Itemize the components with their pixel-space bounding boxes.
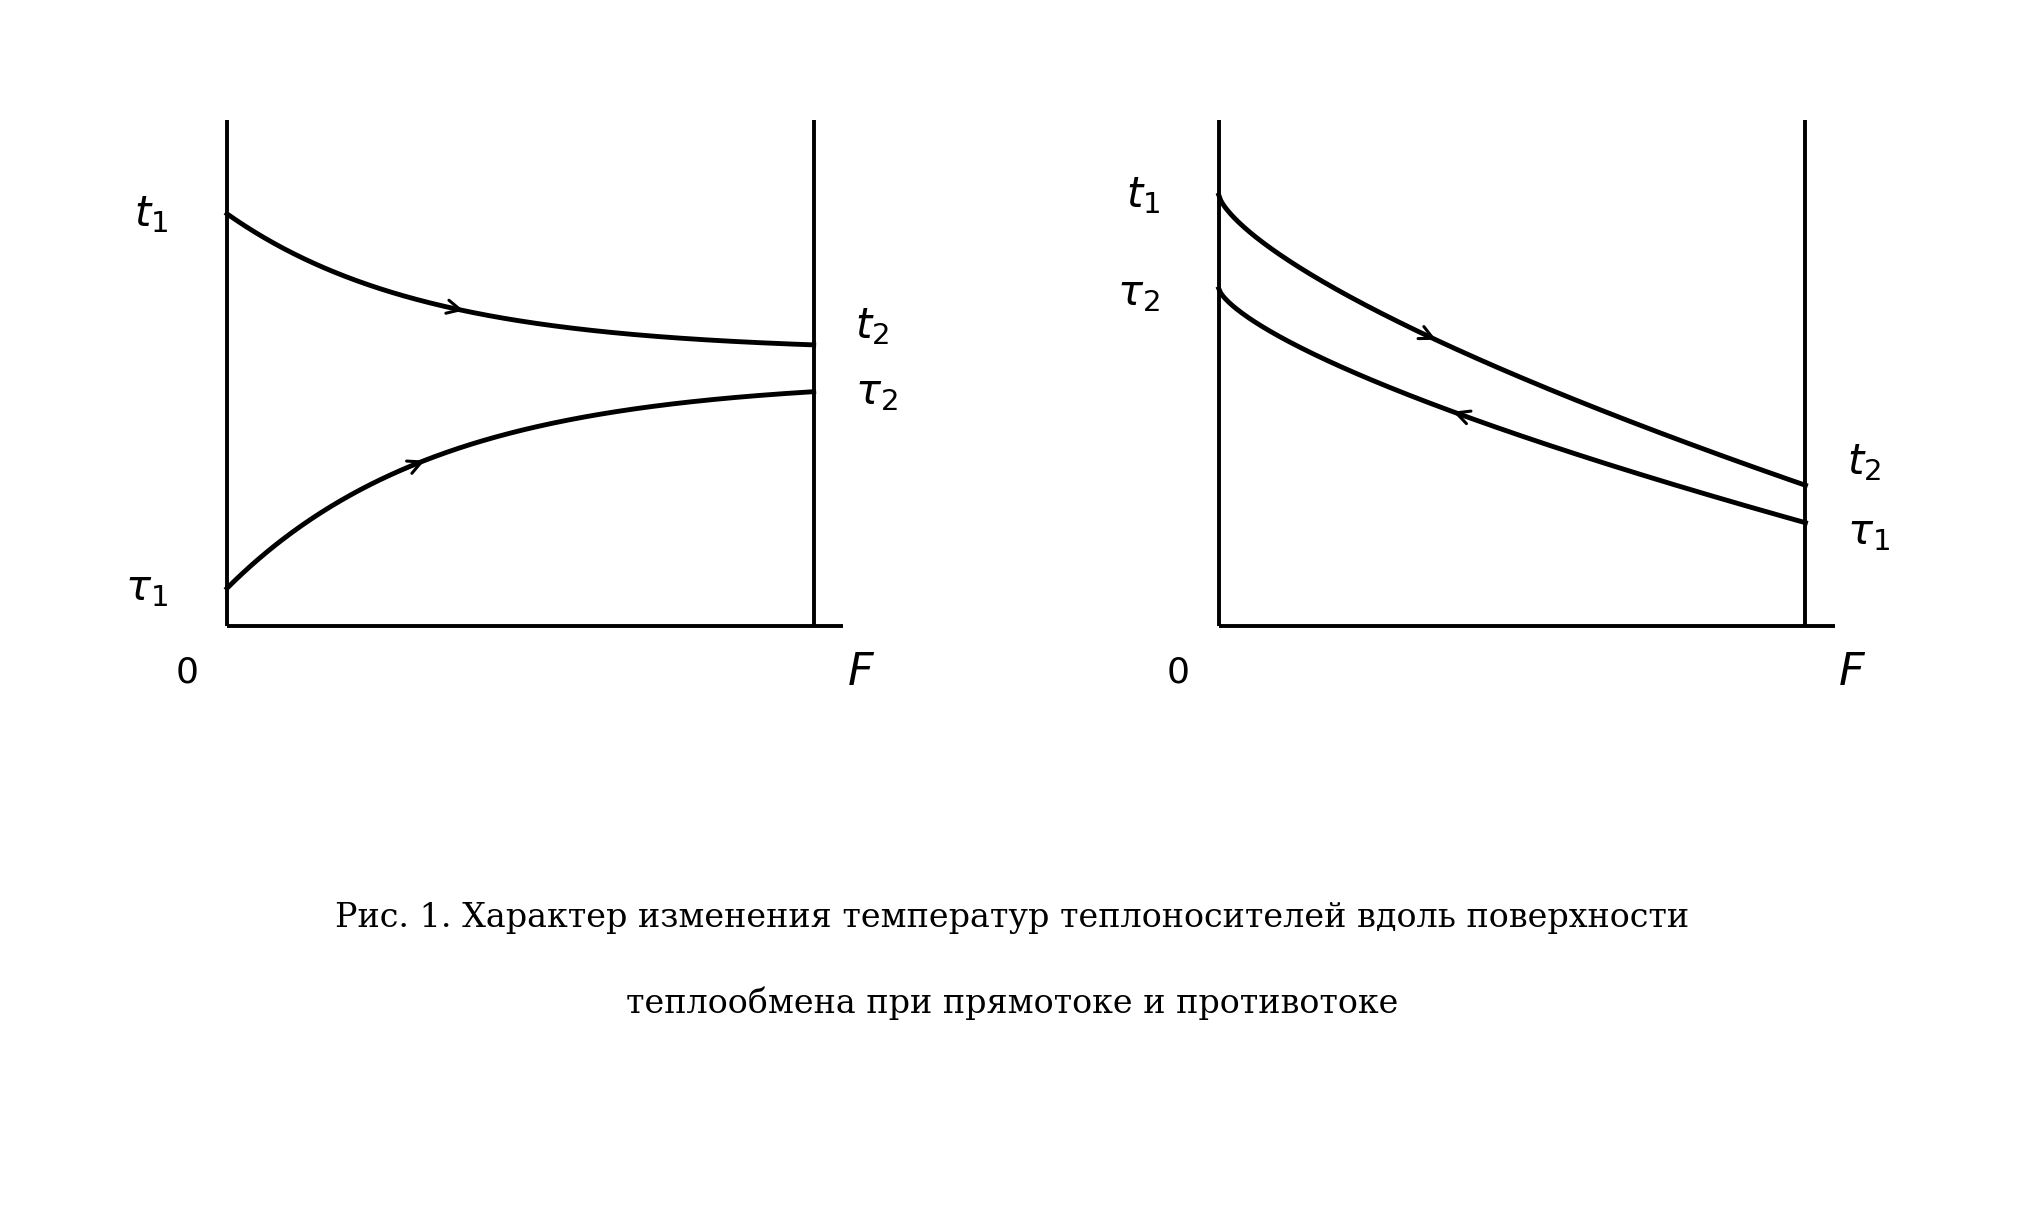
Text: $\tau_1$: $\tau_1$	[1845, 512, 1889, 553]
Text: $t_2$: $t_2$	[1845, 441, 1879, 483]
Text: $\tau_2$: $\tau_2$	[1117, 273, 1159, 315]
Text: $\tau_2$: $\tau_2$	[854, 371, 896, 412]
Text: $\tau_1$: $\tau_1$	[125, 567, 168, 610]
Text: $t_1$: $t_1$	[134, 193, 168, 235]
Text: $0$: $0$	[1165, 656, 1188, 689]
Text: $\mathit{F}$: $\mathit{F}$	[846, 651, 874, 694]
Text: $0$: $0$	[174, 656, 196, 689]
Text: теплообмена при прямотоке и противотоке: теплообмена при прямотоке и противотоке	[625, 987, 1398, 1021]
Text: $t_2$: $t_2$	[854, 305, 888, 348]
Text: $t_1$: $t_1$	[1125, 174, 1159, 217]
Text: Рис. 1. Характер изменения температур теплоносителей вдоль поверхности: Рис. 1. Характер изменения температур те…	[334, 902, 1689, 934]
Text: $\mathit{F}$: $\mathit{F}$	[1837, 651, 1865, 694]
